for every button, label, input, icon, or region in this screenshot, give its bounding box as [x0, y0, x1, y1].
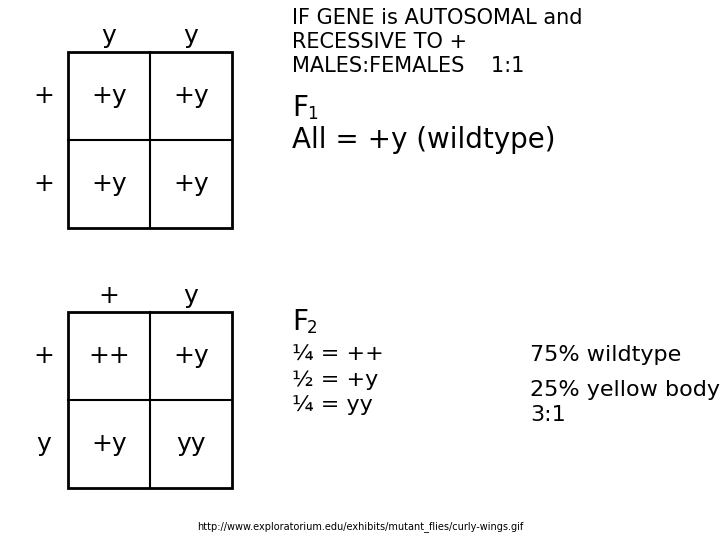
Text: +y: +y [91, 432, 127, 456]
Text: All = +y (wildtype): All = +y (wildtype) [292, 126, 556, 154]
Text: 75% wildtype: 75% wildtype [530, 345, 681, 365]
Text: y: y [37, 432, 51, 456]
Text: +y: +y [174, 344, 209, 368]
Text: y: y [184, 24, 199, 48]
Text: MALES:FEMALES    1:1: MALES:FEMALES 1:1 [292, 56, 524, 76]
Bar [68, 52, 232, 228]
Bar [68, 312, 232, 488]
Text: +: + [99, 284, 120, 308]
Text: +y: +y [91, 84, 127, 108]
Text: IF GENE is AUTOSOMAL and: IF GENE is AUTOSOMAL and [292, 8, 582, 28]
Text: F: F [292, 308, 308, 336]
Text: 2: 2 [307, 319, 318, 337]
Text: +y: +y [174, 172, 209, 196]
Text: +y: +y [91, 172, 127, 196]
Text: y: y [184, 284, 199, 308]
Text: http://www.exploratorium.edu/exhibits/mutant_flies/curly-wings.gif: http://www.exploratorium.edu/exhibits/mu… [197, 521, 523, 532]
Text: +: + [34, 344, 55, 368]
Text: +: + [34, 84, 55, 108]
Text: ½ = +y: ½ = +y [292, 370, 378, 390]
Text: ¼ = yy: ¼ = yy [292, 395, 373, 415]
Text: ¼ = ++: ¼ = ++ [292, 345, 384, 365]
Text: ++: ++ [88, 344, 130, 368]
Text: yy: yy [176, 432, 206, 456]
Text: F: F [292, 94, 308, 122]
Text: +: + [34, 172, 55, 196]
Text: 25% yellow body: 25% yellow body [530, 380, 720, 400]
Text: +y: +y [174, 84, 209, 108]
Text: RECESSIVE TO +: RECESSIVE TO + [292, 32, 467, 52]
Text: 1: 1 [307, 105, 318, 123]
Text: 3:1: 3:1 [530, 405, 566, 425]
Text: y: y [102, 24, 117, 48]
